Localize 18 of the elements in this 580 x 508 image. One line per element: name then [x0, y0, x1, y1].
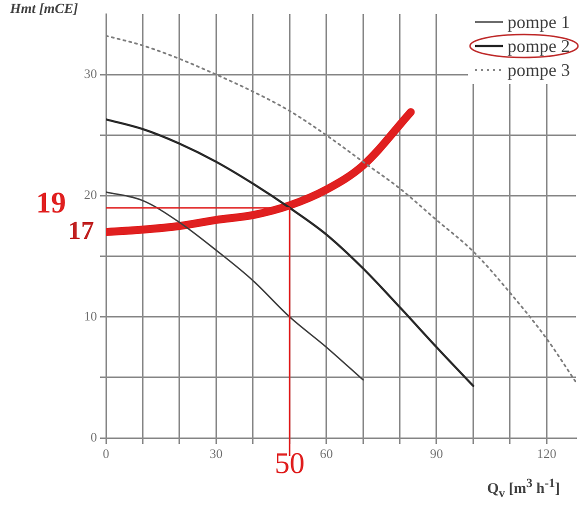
y-tick-label: 10 — [84, 308, 97, 324]
legend-label: pompe 3 — [508, 59, 570, 82]
legend-label: pompe 2 — [508, 35, 570, 58]
annotation: 17 — [68, 216, 94, 245]
y-tick-label: 0 — [90, 429, 97, 444]
y-tick-label: 30 — [84, 66, 97, 81]
ref-line-label: 50 — [274, 446, 305, 480]
legend-label: pompe 1 — [508, 11, 570, 34]
x-axis-title: Q$_{v}$ [m$^{3}$ h$^{-1}$] — [487, 476, 560, 501]
x-tick-label: 120 — [536, 446, 556, 462]
x-tick-label: 60 — [320, 446, 333, 462]
ref-line-label: 19 — [36, 186, 66, 220]
line-series — [106, 118, 474, 388]
y-axis-title: Hmt [mCE] — [10, 2, 78, 18]
x-tick-label: 30 — [210, 446, 223, 462]
x-tick-label: 0 — [102, 446, 110, 462]
x-tick-label: 90 — [430, 446, 443, 462]
y-tick-label: 20 — [84, 187, 97, 202]
